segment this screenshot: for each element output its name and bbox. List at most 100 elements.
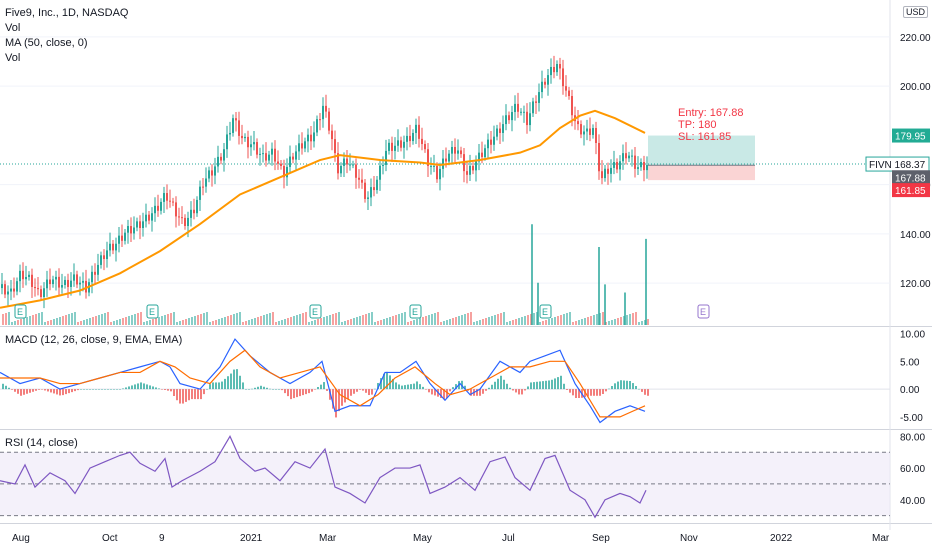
volume-bar [101,314,103,325]
candle-body [451,146,453,154]
volume-bar [68,314,70,325]
signal-line [0,349,646,418]
macd-hist-bar [68,389,70,394]
candle-body [388,142,390,151]
candle-body [616,162,618,170]
macd-hist-bar [44,389,46,391]
macd-hist-bar [185,389,187,402]
volume-bar [434,313,436,325]
volume-bar [509,321,511,325]
volume-bar [170,313,172,325]
macd-hist-bar [200,389,202,400]
candle-body [499,128,501,133]
macd-hist-bar [83,389,85,390]
volume-bar [338,312,340,325]
x-tick-label: Oct [102,533,118,544]
candle-body [139,221,141,228]
macd-hist-bar [521,389,523,395]
macd-hist-bar [314,389,316,390]
volume-bar [233,314,235,325]
macd-hist-bar [443,389,445,400]
candle-body [598,142,600,172]
candle-body [502,124,504,133]
macd-hist-bar [632,383,634,390]
volume-bar [374,322,376,325]
macd-hist-bar [482,389,484,394]
volume-bar [548,319,550,325]
candle-body [634,155,636,169]
macd-hist-bar [638,388,640,390]
macd-hist-bar [80,389,82,390]
macd-hist-bar [131,385,133,390]
volume-bar [500,313,502,325]
macd-hist-bar [86,389,88,390]
macd-hist-bar [476,389,478,396]
volume-bar [191,317,193,325]
macd-hist-bar [614,383,616,390]
macd-hist-bar [14,389,16,392]
macd-hist-bar [548,380,550,390]
price-tick-label: 120.00 [900,279,931,290]
volume-bar [635,312,637,325]
volume-bar [29,316,31,325]
macd-hist-bar [626,380,628,390]
volume-bar [278,321,280,325]
x-tick-label: 2021 [240,533,263,544]
candle-body [91,271,93,283]
candle-body [121,235,123,241]
volume-bar [110,322,112,325]
candle-body [292,156,294,160]
macd-hist-bar [206,389,208,390]
macd-hist-bar [380,378,382,390]
volume-bar [197,315,199,325]
volume-bar [341,322,343,325]
indicator-ma[interactable]: MA (50, close, 0) [5,37,88,49]
rsi-label: RSI (14, close) [5,437,78,449]
macd-hist-bar [53,389,55,394]
ma50-line [0,109,646,309]
candle-body [337,153,339,174]
macd-hist-bar [356,389,358,392]
candle-body [31,274,33,287]
candle-body [205,178,207,187]
volume-bar [116,320,118,325]
volume-bar [71,313,73,325]
rsi-tick-label: 60.00 [900,464,925,475]
macd-hist-bar [374,388,376,390]
volume-bar [350,319,352,325]
volume-bar [629,314,631,325]
volume-bar [482,319,484,325]
macd-line [0,338,646,424]
indicator-vol[interactable]: Vol [5,22,21,34]
volume-spike [604,284,606,325]
macd-hist-bar [647,389,649,396]
macd-hist-bar [593,389,595,396]
indicator-vol-2[interactable]: Vol [5,52,21,64]
macd-hist-bar [554,378,556,390]
candle-body [106,250,108,260]
candle-body [448,153,450,162]
candle-body [193,209,195,214]
macd-hist-bar [515,389,517,393]
candle-body [622,153,624,162]
macd-hist-bar [344,389,346,403]
volume-bar [521,317,523,325]
candle-body [1,284,3,289]
macd-hist-bar [155,387,157,390]
price-tick-label: 200.00 [900,82,931,93]
volume-spike [624,292,626,325]
macd-hist-bar [35,389,37,391]
volume-bar [89,318,91,325]
macd-hist-bar [164,389,166,390]
currency-label[interactable]: USD [903,6,929,18]
macd-hist-bar [452,387,454,390]
candle-body [100,255,102,265]
volume-bar [494,315,496,325]
macd-hist-bar [641,389,643,392]
candle-body [37,288,39,290]
macd-hist-bar [224,378,226,390]
macd-hist-bar [353,389,355,394]
macd-hist-bar [230,373,232,390]
candle-body [7,291,9,295]
